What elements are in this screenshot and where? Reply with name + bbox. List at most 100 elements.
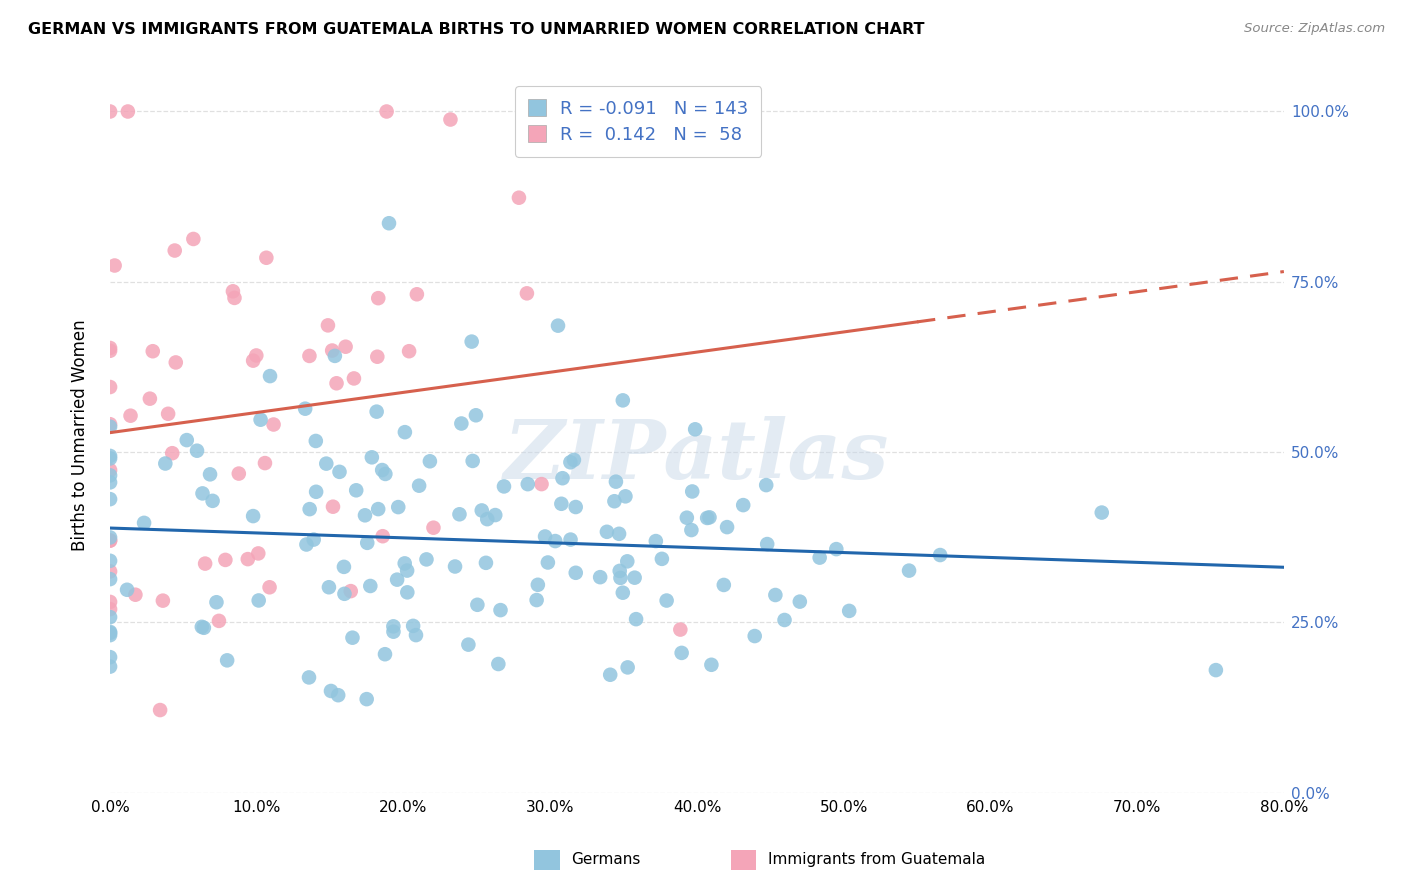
Point: [415, 552, 437, 566]
Point: [165, 355, 187, 369]
Point: [259, 580, 281, 594]
Point: [773, 613, 796, 627]
Point: [644, 534, 666, 549]
Point: [198, 467, 221, 482]
Point: [98, 572, 121, 586]
Point: [406, 287, 429, 301]
Y-axis label: Births to Unmarried Women: Births to Unmarried Women: [72, 319, 89, 551]
Point: [254, 251, 277, 265]
Point: [609, 571, 631, 585]
Point: [681, 484, 703, 499]
Point: [247, 546, 270, 560]
Point: [98, 565, 121, 579]
Point: [681, 523, 703, 537]
Point: [560, 455, 582, 469]
Legend: R = -0.091   N = 143, R =  0.142   N =  58: R = -0.091 N = 143, R = 0.142 N = 58: [515, 87, 761, 157]
Point: [98, 104, 121, 119]
Point: [163, 244, 186, 258]
Point: [560, 533, 582, 547]
Point: [242, 509, 264, 524]
Point: [516, 286, 538, 301]
Point: [98, 380, 121, 394]
Point: [263, 417, 285, 432]
Point: [371, 529, 394, 543]
Point: [236, 552, 259, 566]
Point: [343, 371, 366, 385]
Text: Germans: Germans: [571, 853, 640, 867]
Point: [696, 511, 718, 525]
Point: [259, 369, 281, 384]
Point: [366, 350, 388, 364]
Point: [98, 468, 121, 483]
Point: [98, 341, 121, 355]
Point: [98, 554, 121, 568]
Point: [471, 503, 494, 517]
Point: [98, 531, 121, 545]
Point: [898, 564, 921, 578]
Point: [382, 624, 405, 639]
Point: [1205, 663, 1227, 677]
Point: [450, 417, 472, 431]
Point: [157, 407, 180, 421]
Point: [716, 520, 738, 534]
Point: [534, 529, 557, 543]
Point: [98, 475, 121, 490]
Point: [408, 479, 430, 493]
Point: [589, 570, 612, 584]
Point: [394, 425, 416, 439]
Point: [98, 533, 121, 548]
Point: [527, 578, 550, 592]
Point: [374, 647, 396, 661]
Point: [508, 191, 530, 205]
Point: [550, 497, 572, 511]
Point: [98, 628, 121, 642]
Point: [367, 502, 389, 516]
Point: [562, 453, 585, 467]
Text: Source: ZipAtlas.com: Source: ZipAtlas.com: [1244, 22, 1385, 36]
Point: [671, 646, 693, 660]
Point: [614, 489, 637, 503]
Point: [651, 552, 673, 566]
Point: [98, 463, 121, 477]
Point: [315, 457, 337, 471]
Point: [374, 467, 396, 481]
Point: [699, 510, 721, 524]
Point: [607, 526, 630, 541]
Point: [396, 564, 419, 578]
Text: ZIPatlas: ZIPatlas: [505, 417, 890, 497]
Point: [321, 343, 343, 358]
Point: [98, 624, 121, 639]
Point: [98, 595, 121, 609]
Point: [339, 584, 361, 599]
Point: [242, 353, 264, 368]
Point: [460, 334, 482, 349]
Point: [328, 688, 350, 702]
Point: [333, 559, 356, 574]
Point: [132, 516, 155, 530]
Point: [201, 493, 224, 508]
Point: [375, 104, 398, 119]
Text: Immigrants from Guatemala: Immigrants from Guatemala: [768, 853, 986, 867]
Point: [547, 318, 569, 333]
Point: [624, 612, 647, 626]
Point: [929, 548, 952, 562]
Point: [385, 573, 408, 587]
Point: [484, 508, 506, 522]
Point: [117, 104, 139, 119]
Point: [323, 349, 346, 363]
Point: [247, 593, 270, 607]
Point: [669, 623, 692, 637]
Point: [115, 582, 138, 597]
Point: [162, 446, 184, 460]
Point: [838, 604, 860, 618]
Point: [405, 628, 427, 642]
Point: [342, 631, 364, 645]
Point: [733, 498, 755, 512]
Point: [294, 401, 316, 416]
Point: [298, 349, 321, 363]
Point: [359, 579, 381, 593]
Point: [149, 703, 172, 717]
Point: [467, 598, 489, 612]
Point: [245, 348, 267, 362]
Point: [461, 454, 484, 468]
